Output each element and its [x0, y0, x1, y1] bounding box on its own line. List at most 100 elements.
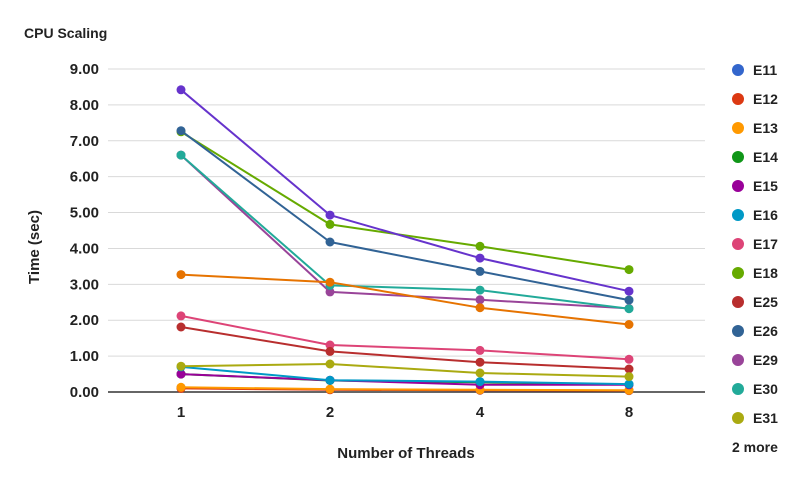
- legend-label: E14: [753, 149, 778, 165]
- series-line: [180, 314, 630, 361]
- data-point: [176, 126, 186, 136]
- data-point: [325, 219, 335, 229]
- data-point: [176, 85, 186, 95]
- legend-marker: [732, 93, 744, 105]
- legend-label: E26: [753, 323, 778, 339]
- series-line: [180, 326, 630, 370]
- series: [176, 311, 634, 364]
- series-line: [180, 386, 630, 392]
- data-point: [624, 354, 634, 364]
- legend-marker: [732, 64, 744, 76]
- x-axis-label: Number of Threads: [337, 445, 475, 462]
- data-point: [176, 361, 186, 371]
- x-tick-label: 8: [625, 404, 633, 421]
- data-point: [475, 285, 485, 295]
- legend-label: E31: [753, 410, 778, 426]
- data-point: [475, 345, 485, 355]
- legend-marker: [732, 180, 744, 192]
- legend-marker: [732, 209, 744, 221]
- data-point: [325, 237, 335, 247]
- y-tick-label: 5.00: [70, 205, 99, 222]
- data-point: [176, 150, 186, 160]
- legend-marker: [732, 325, 744, 337]
- legend-more-label[interactable]: 2 more: [732, 439, 778, 455]
- y-tick-label: 2.00: [70, 312, 99, 329]
- data-point: [325, 375, 335, 385]
- series: [176, 85, 634, 296]
- legend-marker: [732, 354, 744, 366]
- legend-marker: [732, 267, 744, 279]
- data-point: [325, 384, 335, 394]
- data-point: [176, 322, 186, 332]
- series: [176, 359, 634, 382]
- y-axis-label: Time (sec): [26, 210, 43, 284]
- data-point: [624, 286, 634, 296]
- data-point: [624, 320, 634, 329]
- series: [176, 126, 634, 305]
- legend-label: E15: [753, 178, 778, 194]
- x-tick-label: 2: [326, 404, 334, 421]
- y-tick-label: 8.00: [70, 97, 99, 114]
- series-line: [180, 273, 630, 326]
- series-line: [180, 373, 629, 386]
- gridlines: 0.00 1.00 2.00 3.00 4.00 5.00 6.00 7.00 8.00 9.00…: [70, 61, 705, 421]
- y-tick-label: 3.00: [70, 276, 99, 293]
- data-point: [475, 295, 485, 305]
- legend-marker: [732, 122, 744, 134]
- legend-label: E18: [753, 265, 778, 281]
- legend-marker: [732, 412, 744, 424]
- y-tick-label: 1.00: [70, 348, 99, 365]
- data-point: [176, 270, 186, 280]
- data-point: [624, 265, 634, 275]
- y-tick-label: 6.00: [70, 169, 99, 186]
- data-point: [624, 295, 634, 305]
- series-line: [180, 130, 630, 271]
- legend-label: E30: [753, 381, 778, 397]
- series: [176, 270, 634, 329]
- series: [176, 150, 634, 314]
- data-point: [475, 266, 485, 276]
- legend-label: E25: [753, 294, 778, 310]
- data-point: [176, 311, 186, 321]
- data-point: [325, 340, 335, 350]
- legend-label: E16: [753, 207, 778, 223]
- series-line: [180, 129, 630, 302]
- x-tick-label: 4: [476, 404, 485, 421]
- series-lines: [176, 85, 634, 396]
- data-point: [176, 369, 186, 379]
- data-point: [475, 357, 485, 367]
- legend-marker: [732, 296, 744, 308]
- legend-label: E17: [753, 236, 778, 252]
- legend-label: E11: [753, 62, 777, 78]
- data-point: [325, 277, 335, 287]
- legend-label: E29: [753, 352, 778, 368]
- data-point: [325, 287, 335, 297]
- data-point: [475, 303, 485, 313]
- series-line: [180, 363, 630, 378]
- data-point: [475, 368, 485, 378]
- series-line: [180, 154, 630, 310]
- data-point: [475, 377, 485, 387]
- data-point: [325, 359, 335, 369]
- legend-marker: [732, 151, 744, 163]
- data-point: [475, 241, 485, 251]
- legend-label: E13: [753, 120, 778, 136]
- y-tick-label: 0.00: [70, 384, 99, 401]
- legend-label: E12: [753, 91, 778, 107]
- x-tick-label: 1: [177, 404, 185, 421]
- legend-marker: [732, 383, 744, 395]
- data-point: [325, 210, 335, 220]
- y-tick-label: 9.00: [70, 61, 99, 78]
- y-tick-label: 4.00: [70, 240, 99, 257]
- series-line: [180, 89, 630, 293]
- data-point: [624, 372, 634, 382]
- series-line: [180, 154, 630, 310]
- series: [176, 127, 634, 275]
- series: [176, 382, 634, 395]
- legend: E11 E12 E13 E14 E15 E16 E17 E18 E25 E26 E29 E30 E31 2…: [732, 62, 778, 455]
- data-point: [176, 382, 186, 392]
- series: [176, 322, 634, 374]
- y-tick-label: 7.00: [70, 133, 99, 150]
